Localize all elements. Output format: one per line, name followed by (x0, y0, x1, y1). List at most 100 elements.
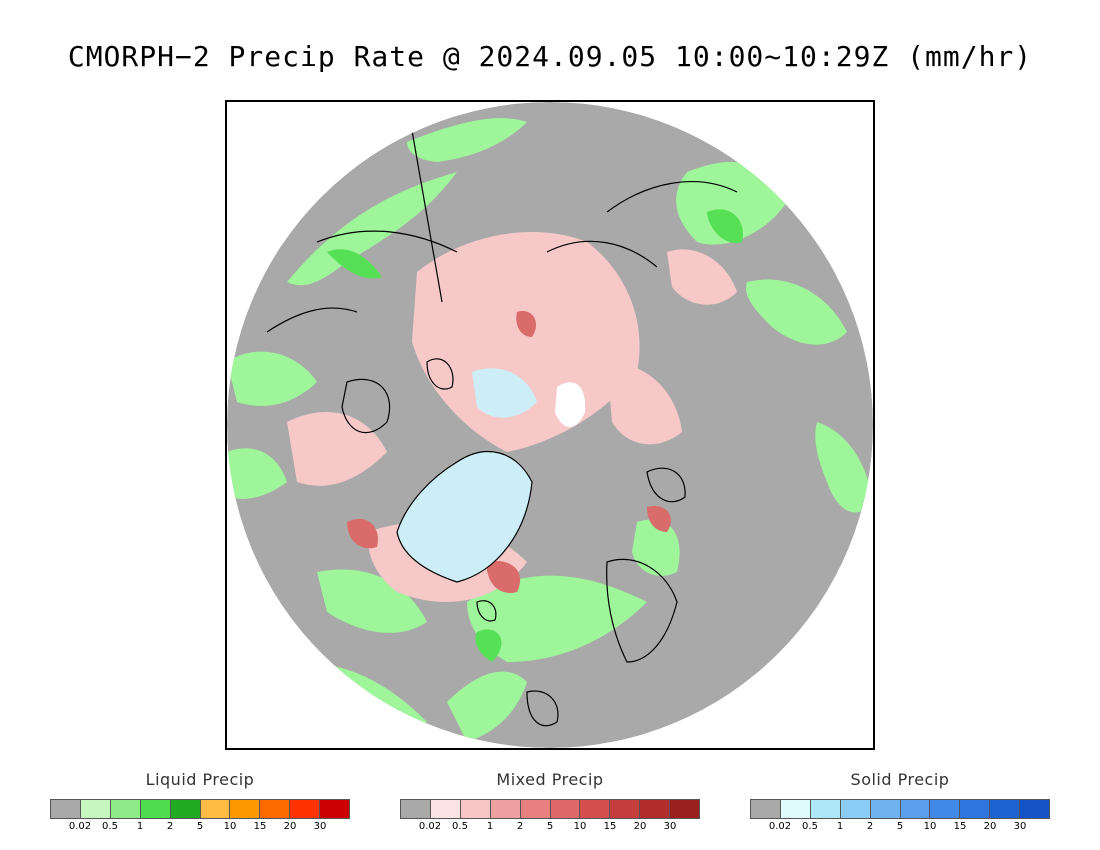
legend-swatch (110, 800, 141, 818)
british-isles-coast (526, 690, 559, 727)
liquid-precip-area-8 (317, 569, 427, 633)
legend-tick: 0.5 (802, 821, 818, 832)
legend-tick: 20 (283, 821, 297, 832)
liquid-precip-core-2 (707, 209, 743, 243)
legend-swatch (401, 800, 431, 818)
island-outline (426, 358, 454, 390)
legend-color-bar (50, 799, 350, 819)
legend-tick: 1 (136, 821, 144, 832)
legend-tick: 20 (983, 821, 997, 832)
legend-tick: 2 (166, 821, 174, 832)
legend-tick: 5 (896, 821, 904, 832)
legend-title: Liquid Precip (145, 770, 255, 789)
legend-tick: 10 (923, 821, 937, 832)
mixed-precip-core-2 (486, 561, 521, 593)
legend-color-bar (750, 799, 1050, 819)
scandinavia-coast (606, 558, 678, 663)
legend-tick: 30 (663, 821, 677, 832)
legend-tick: 2 (866, 821, 874, 832)
legend-tick: 0.5 (102, 821, 118, 832)
liquid-precip-area-1 (287, 172, 457, 286)
liquid-precip-area-7 (815, 422, 873, 513)
legend-swatch (460, 800, 491, 818)
legend-tick: 0.5 (452, 821, 468, 832)
map-canvas (227, 102, 873, 748)
legend-tick: 2 (516, 821, 524, 832)
solid-precip-core-1 (555, 382, 586, 427)
iceland-coast (476, 600, 497, 622)
liquid-precip-area-9 (467, 575, 647, 662)
precip-field (227, 102, 873, 748)
greenland-coast (396, 451, 533, 583)
legend-title: Mixed Precip (496, 770, 604, 789)
north-america-coast (266, 230, 458, 333)
liquid-precip-area-12 (632, 519, 680, 576)
liquid-precip-core-1 (327, 249, 382, 279)
legend-tick: 30 (313, 821, 327, 832)
legend-tick: 5 (546, 821, 554, 832)
siberia-coast (546, 181, 738, 268)
legend-tick: 30 (1013, 821, 1027, 832)
legend-tick: 15 (253, 821, 267, 832)
border-line (406, 102, 443, 303)
legend-swatch (870, 800, 901, 818)
legend-swatch (930, 800, 961, 818)
legend-swatch (490, 800, 521, 818)
legend-tick-labels: 0.02 0.5 1 2 5 10 15 20 30 (50, 819, 350, 833)
legend-swatch (990, 800, 1021, 818)
legend-tick: 1 (486, 821, 494, 832)
liquid-precip-area-4 (746, 279, 847, 345)
mixed-precip-area-4 (607, 362, 682, 445)
legend-swatch (580, 800, 611, 818)
legend-swatch (960, 800, 991, 818)
legend-swatch (520, 800, 551, 818)
legend-tick-labels: 0.02 0.5 1 2 5 10 15 20 30 (400, 819, 700, 833)
legend-tick: 20 (633, 821, 647, 832)
legend-swatch (840, 800, 871, 818)
legend-swatch (320, 800, 350, 818)
legend-swatch (51, 800, 81, 818)
legend-tick: 1 (836, 821, 844, 832)
legend-tick: 15 (603, 821, 617, 832)
legend-tick-labels: 0.02 0.5 1 2 5 10 15 20 30 (750, 819, 1050, 833)
liquid-precip-legend: Liquid Precip 0.02 0.5 1 2 5 10 15 20 30 (50, 770, 350, 833)
solid-precip-area-2 (472, 368, 537, 418)
legend-swatch (1020, 800, 1050, 818)
legend-swatch (810, 800, 841, 818)
legend-swatch (780, 800, 811, 818)
legend-tick: 10 (223, 821, 237, 832)
legend-tick: 5 (196, 821, 204, 832)
liquid-precip-area-5 (227, 351, 317, 406)
mixed-precip-core-1 (347, 518, 378, 549)
legend-swatch (751, 800, 781, 818)
legend-swatch (260, 800, 291, 818)
legend-swatch (900, 800, 931, 818)
polar-map (225, 100, 875, 750)
legend-tick: 15 (953, 821, 967, 832)
mixed-precip-area-5 (667, 249, 737, 305)
legend-tick: 10 (573, 821, 587, 832)
liquid-precip-area-11 (447, 671, 527, 742)
legend-swatch (290, 800, 321, 818)
legend-swatch (140, 800, 171, 818)
legend-swatch (230, 800, 261, 818)
legend-swatch (670, 800, 700, 818)
legend-tick: 0.02 (768, 821, 792, 832)
legend-swatch (430, 800, 461, 818)
mixed-precip-legend: Mixed Precip 0.02 0.5 1 2 5 10 15 20 30 (400, 770, 700, 833)
coastlines (266, 102, 738, 727)
legend-swatch (80, 800, 111, 818)
liquid-precip-area-2 (407, 118, 527, 162)
solid-precip-area-1 (397, 451, 532, 582)
mixed-precip-core-4 (647, 506, 671, 532)
legend-swatch (640, 800, 671, 818)
solid-precip-legend: Solid Precip 0.02 0.5 1 2 5 10 15 20 30 (750, 770, 1050, 833)
legend-tick: 0.02 (418, 821, 442, 832)
chart-title: CMORPH−2 Precip Rate @ 2024.09.05 10:00~… (67, 40, 1033, 73)
legend-swatch (170, 800, 201, 818)
liquid-precip-core-3 (475, 629, 502, 662)
legend-title: Solid Precip (850, 770, 950, 789)
mixed-precip-core-3 (516, 311, 537, 337)
arctic-archipelago (341, 378, 391, 434)
mixed-precip-area-2 (287, 412, 387, 486)
